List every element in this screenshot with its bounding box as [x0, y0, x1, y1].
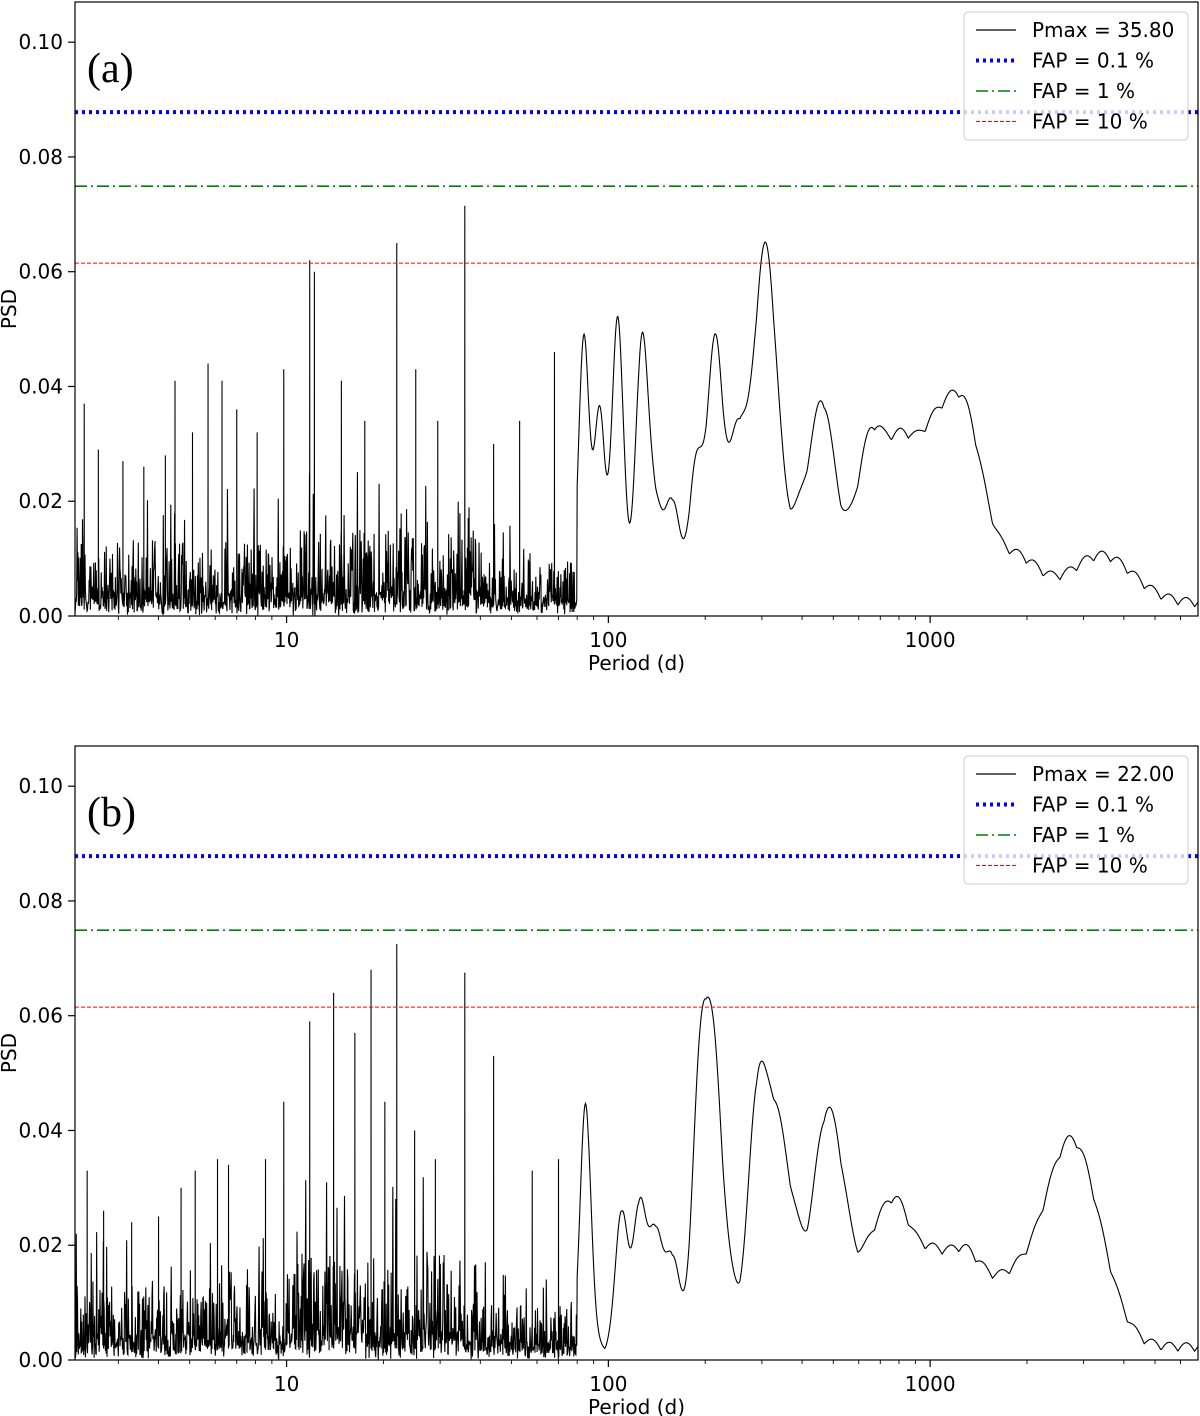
y-tick-label: 0.06 [18, 1004, 63, 1028]
x-axis-label: Period (d) [588, 651, 685, 675]
legend-box [963, 755, 1189, 885]
x-axis-label: Period (d) [588, 1395, 685, 1416]
legend-label-1: FAP = 0.1 % [1032, 793, 1154, 817]
panel-a: 0.00 0.02 0.04 0.06 0.08 0.10 10 100 1000 Period … [0, 1, 1199, 675]
x-tick-label: 1000 [905, 1372, 956, 1396]
periodogram-line [75, 205, 1198, 616]
legend-label-0: Pmax = 35.80 [1032, 18, 1174, 42]
y-tick-label: 0.04 [18, 1118, 63, 1142]
y-tick-label: 0.04 [18, 374, 63, 398]
x-tick-label: 100 [589, 1372, 627, 1396]
panel-label: (b) [87, 790, 136, 836]
plot-frame [74, 745, 1199, 1361]
legend-label-0: Pmax = 22.00 [1032, 762, 1174, 786]
y-tick-label: 0.10 [18, 30, 63, 54]
y-tick-label: 0.00 [18, 604, 63, 628]
x-tick-label: 1000 [905, 628, 956, 652]
panel-b: 0.00 0.02 0.04 0.06 0.08 0.10 10 100 1000 Period … [0, 745, 1199, 1416]
y-tick-label: 0.02 [18, 1233, 63, 1257]
x-tick-label: 10 [274, 628, 299, 652]
y-tick-label: 0.06 [18, 260, 63, 284]
y-axis-label: PSD [0, 1033, 21, 1073]
legend-label-1: FAP = 0.1 % [1032, 49, 1154, 73]
legend-box [963, 11, 1189, 141]
y-tick-label: 0.02 [18, 489, 63, 513]
legend-label-2: FAP = 1 % [1032, 823, 1135, 847]
y-axis-label: PSD [0, 289, 21, 329]
legend-label-3: FAP = 10 % [1032, 854, 1148, 878]
legend-label-3: FAP = 10 % [1032, 110, 1148, 134]
y-tick-label: 0.00 [18, 1348, 63, 1372]
y-tick-label: 0.08 [18, 889, 63, 913]
plot-frame [74, 1, 1199, 617]
y-tick-label: 0.10 [18, 774, 63, 798]
legend-label-2: FAP = 1 % [1032, 79, 1135, 103]
x-tick-label: 10 [274, 1372, 299, 1396]
panel-label: (a) [87, 46, 134, 92]
y-tick-label: 0.08 [18, 145, 63, 169]
periodogram-line [75, 943, 1198, 1360]
x-tick-label: 100 [589, 628, 627, 652]
